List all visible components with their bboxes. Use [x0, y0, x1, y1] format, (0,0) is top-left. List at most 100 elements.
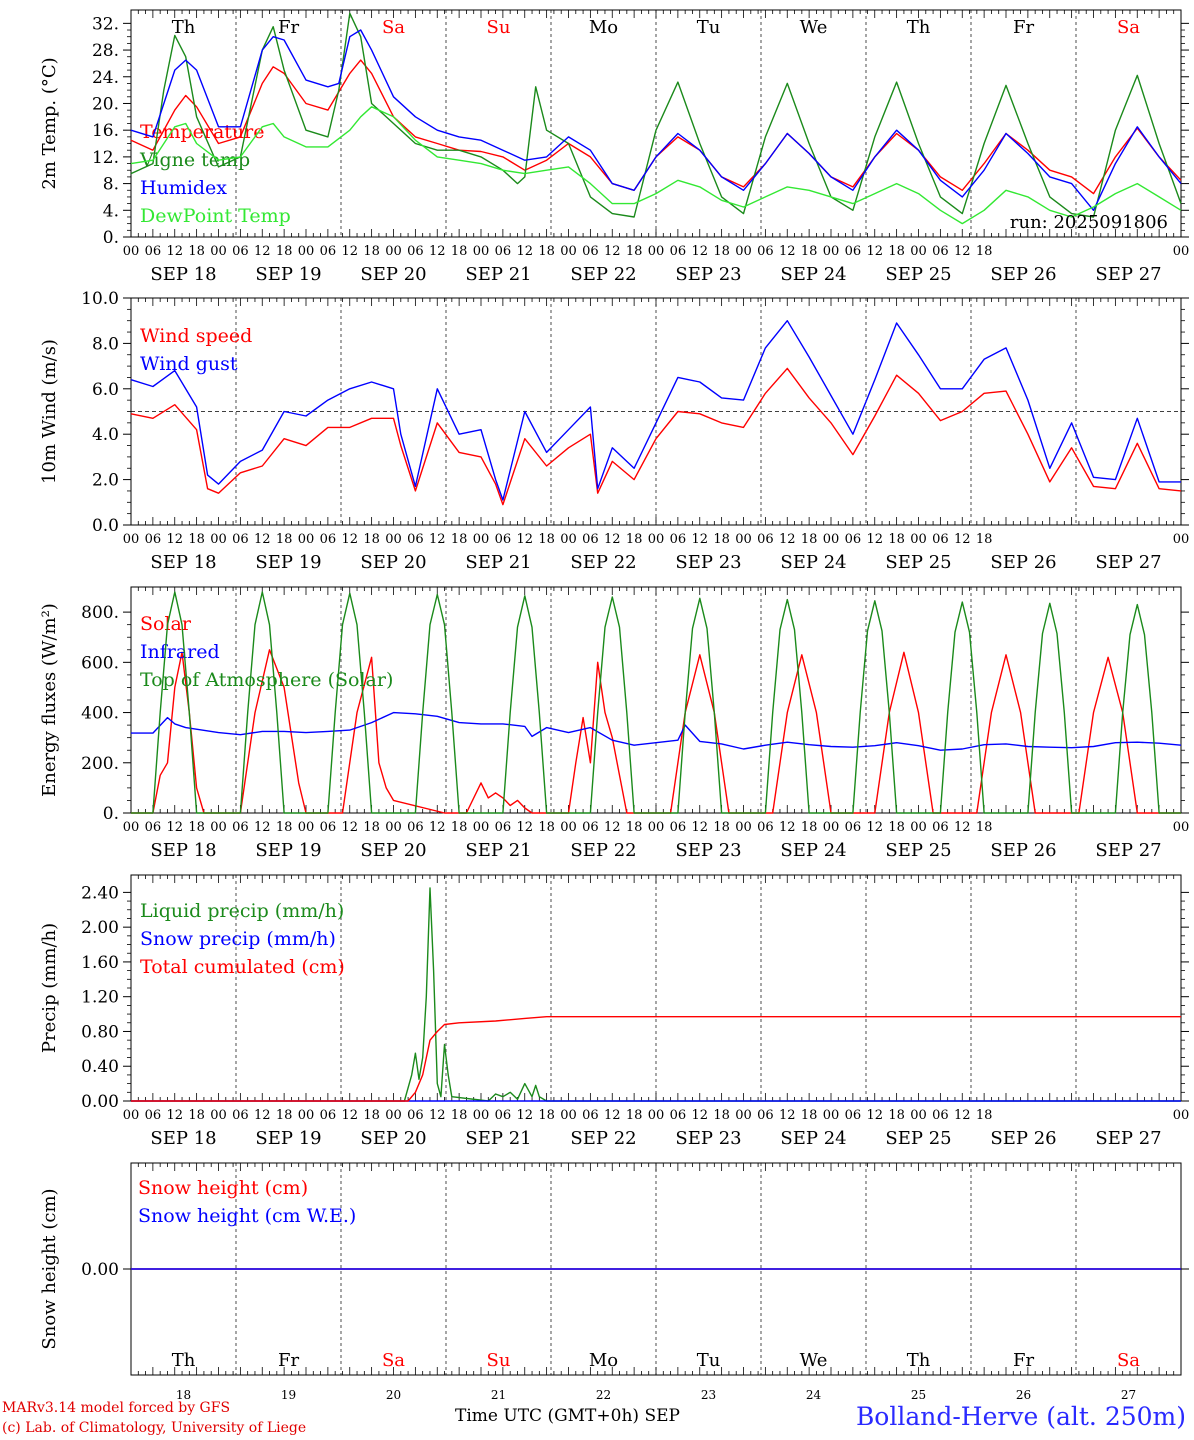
x-hour-label: 18	[363, 820, 380, 835]
x-hour-label: 00	[560, 1108, 577, 1123]
x-hour-label: 12	[866, 532, 883, 547]
x-hour-label: 06	[232, 1108, 249, 1123]
x-hour-label: 12	[779, 1108, 796, 1123]
x-hour-label: 12	[254, 820, 271, 835]
x-hour-label: 00	[910, 1108, 927, 1123]
x-hour-label: 06	[582, 820, 599, 835]
x-hour-label: 06	[407, 820, 424, 835]
x-date-label: SEP 22	[570, 1128, 636, 1149]
x-hour-label: 12	[691, 244, 708, 259]
x-hour-label: 06	[495, 820, 512, 835]
x-hour-label: 00	[1173, 532, 1190, 547]
x-date-label: SEP 21	[465, 840, 531, 861]
x-date-label: SEP 27	[1095, 552, 1161, 573]
x-hour-label: 06	[145, 532, 162, 547]
y-tick-label: 1.20	[81, 988, 119, 1008]
x-date-label: SEP 23	[675, 264, 741, 285]
y-tick-label: 800.	[81, 603, 119, 623]
x-hour-label: 18	[276, 532, 293, 547]
y-tick-label: 400.	[81, 704, 119, 724]
day-label: We	[800, 1350, 828, 1371]
y-tick-label: 2.40	[81, 883, 119, 903]
x-hour-label: 00	[298, 532, 315, 547]
x-hour-label: 12	[516, 1108, 533, 1123]
x-hour-label: 12	[341, 244, 358, 259]
day-label: Su	[487, 1350, 511, 1371]
x-date-label: SEP 19	[255, 264, 321, 285]
y-tick-label: 600.	[81, 653, 119, 673]
x-hour-label: 06	[320, 820, 337, 835]
x-date-label: SEP 24	[780, 264, 846, 285]
y-tick-label: 2.0	[92, 471, 119, 491]
legend-entry: Humidex	[140, 177, 227, 199]
x-hour-label: 12	[254, 532, 271, 547]
day-number-label: 24	[806, 1388, 822, 1402]
y-tick-label: 8.	[103, 175, 119, 195]
day-number-label: 19	[281, 1388, 296, 1402]
day-label: Th	[907, 17, 931, 38]
y-tick-label: 1.60	[81, 953, 119, 973]
x-date-label: SEP 22	[570, 264, 636, 285]
x-hour-label: 06	[757, 1108, 774, 1123]
x-hour-label: 18	[888, 1108, 905, 1123]
x-hour-label: 12	[954, 532, 971, 547]
x-hour-label: 12	[429, 1108, 446, 1123]
day-label: Fr	[1013, 1350, 1034, 1371]
x-date-label: SEP 27	[1095, 840, 1161, 861]
x-hour-label: 00	[1173, 244, 1190, 259]
x-date-label: SEP 18	[150, 1128, 216, 1149]
day-label: Th	[172, 17, 196, 38]
x-hour-label: 06	[582, 244, 599, 259]
x-hour-label: 18	[801, 1108, 818, 1123]
x-hour-label: 00	[385, 244, 402, 259]
x-hour-label: 00	[123, 532, 140, 547]
x-date-label: SEP 21	[465, 264, 531, 285]
x-date-label: SEP 26	[990, 1128, 1056, 1149]
x-date-label: SEP 22	[570, 840, 636, 861]
x-hour-label: 12	[691, 820, 708, 835]
y-tick-label: 20.	[92, 94, 119, 114]
x-hour-label: 12	[429, 244, 446, 259]
x-date-label: SEP 20	[360, 264, 426, 285]
x-hour-label: 00	[823, 1108, 840, 1123]
x-hour-label: 06	[845, 244, 862, 259]
x-date-label: SEP 18	[150, 840, 216, 861]
y-tick-label: 12.	[92, 148, 119, 168]
legend-entry: Snow height (cm)	[138, 1177, 308, 1199]
series-line-total-cumulated-cm-	[131, 1016, 1181, 1102]
x-hour-label: 00	[473, 820, 490, 835]
x-hour-label: 00	[123, 820, 140, 835]
legend-entry: Snow height (cm W.E.)	[138, 1205, 356, 1227]
x-hour-label: 12	[516, 820, 533, 835]
x-hour-label: 18	[188, 532, 205, 547]
legend-entry: Wind gust	[140, 353, 238, 375]
x-hour-label: 12	[779, 820, 796, 835]
x-hour-label: 18	[188, 1108, 205, 1123]
x-hour-label: 12	[341, 532, 358, 547]
x-hour-label: 00	[823, 244, 840, 259]
x-date-label: SEP 24	[780, 552, 846, 573]
x-hour-label: 06	[845, 820, 862, 835]
x-hour-label: 06	[582, 1108, 599, 1123]
y-tick-label: 6.0	[92, 380, 119, 400]
x-hour-label: 06	[495, 532, 512, 547]
x-hour-label: 06	[932, 244, 949, 259]
x-hour-label: 00	[910, 820, 927, 835]
station-label: Bolland-Herve (alt. 250m)	[855, 1402, 1186, 1431]
day-label: Tu	[697, 1350, 721, 1371]
day-number-label: 23	[701, 1388, 716, 1402]
x-hour-label: 06	[232, 820, 249, 835]
x-hour-label: 12	[866, 1108, 883, 1123]
x-hour-label: 00	[735, 1108, 752, 1123]
day-label: Th	[907, 1350, 931, 1371]
x-hour-label: 12	[866, 244, 883, 259]
x-hour-label: 12	[166, 1108, 183, 1123]
x-hour-label: 18	[451, 820, 468, 835]
x-date-label: SEP 19	[255, 840, 321, 861]
model-credit: MARv3.14 model forced by GFS	[2, 1400, 231, 1416]
x-hour-label: 18	[713, 532, 730, 547]
x-hour-label: 12	[429, 820, 446, 835]
x-hour-label: 00	[298, 1108, 315, 1123]
x-hour-label: 06	[670, 1108, 687, 1123]
x-hour-label: 18	[188, 244, 205, 259]
